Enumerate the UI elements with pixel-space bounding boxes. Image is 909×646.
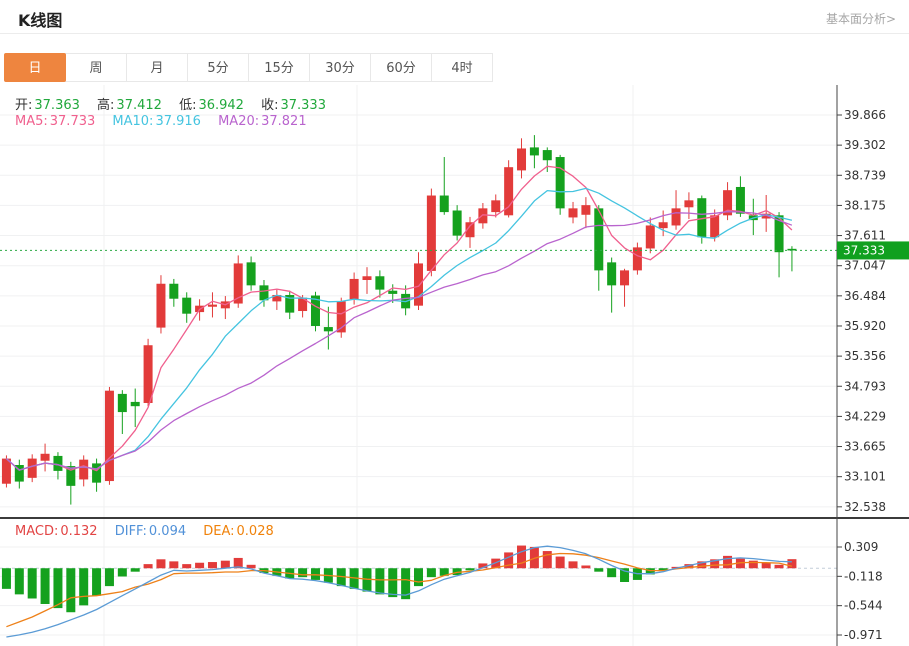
close-item: 收: 37.333 — [261, 98, 326, 113]
tab-5min[interactable]: 5分 — [187, 53, 249, 82]
svg-text:39.302: 39.302 — [844, 138, 886, 152]
svg-text:37.047: 37.047 — [844, 259, 886, 273]
ma5-value: 37.733 — [49, 114, 96, 129]
macd-legend: MACD: 0.132 DIFF: 0.094 DEA: 0.028 — [15, 524, 287, 539]
svg-text:33.101: 33.101 — [844, 470, 886, 484]
low-value: 36.942 — [198, 98, 244, 113]
svg-text:32.538: 32.538 — [844, 500, 886, 514]
svg-text:35.356: 35.356 — [844, 349, 886, 363]
ma5-item: MA5: 37.733 — [15, 114, 95, 129]
svg-text:38.739: 38.739 — [844, 168, 886, 182]
macd-label: MACD: — [15, 524, 59, 539]
svg-text:37.333: 37.333 — [843, 243, 885, 257]
diff-item: DIFF: 0.094 — [115, 524, 186, 539]
open-value: 37.363 — [34, 98, 80, 113]
svg-text:37.611: 37.611 — [844, 229, 886, 243]
period-tabs: 日 周 月 5分 15分 30分 60分 4时 — [4, 53, 493, 82]
page-title: K线图 — [18, 11, 63, 30]
svg-text:34.229: 34.229 — [844, 409, 886, 423]
dea-value: 0.028 — [236, 524, 274, 539]
ohlc-legend: 开: 37.363 高: 37.412 低: 36.942 收: 37.333 — [15, 94, 339, 113]
svg-text:38.175: 38.175 — [844, 198, 886, 212]
ma20-item: MA20: 37.821 — [218, 114, 307, 129]
svg-text:-0.118: -0.118 — [844, 569, 883, 583]
diff-value: 0.094 — [148, 524, 187, 539]
svg-text:33.665: 33.665 — [844, 440, 886, 454]
header: K线图 基本面分析> — [0, 0, 909, 34]
diff-label: DIFF: — [114, 524, 147, 539]
tab-month[interactable]: 月 — [126, 53, 188, 82]
svg-text:-0.971: -0.971 — [844, 628, 883, 642]
tab-week[interactable]: 周 — [65, 53, 127, 82]
svg-text:-0.544: -0.544 — [844, 599, 883, 613]
ma10-label: MA10: — [112, 114, 154, 129]
ma10-value: 37.916 — [155, 114, 201, 129]
high-label: 高: — [97, 98, 115, 113]
open-item: 开: 37.363 — [15, 98, 80, 113]
svg-text:0.309: 0.309 — [844, 540, 878, 554]
close-value: 37.333 — [280, 98, 326, 113]
svg-text:34.793: 34.793 — [844, 379, 886, 393]
svg-text:36.484: 36.484 — [844, 289, 886, 303]
tab-30min[interactable]: 30分 — [309, 53, 371, 82]
low-label: 低: — [179, 98, 197, 113]
ma5-label: MA5: — [15, 114, 48, 129]
svg-text:39.866: 39.866 — [844, 108, 886, 122]
ma20-label: MA20: — [218, 114, 260, 129]
ma-legend: MA5: 37.733 MA10: 37.916 MA20: 37.821 — [15, 114, 320, 129]
high-value: 37.412 — [116, 98, 162, 113]
dea-label: DEA: — [203, 524, 235, 539]
dea-item: DEA: 0.028 — [203, 524, 274, 539]
tab-60min[interactable]: 60分 — [370, 53, 432, 82]
tab-day[interactable]: 日 — [4, 53, 66, 82]
ma20-value: 37.821 — [261, 114, 307, 129]
tab-15min[interactable]: 15分 — [248, 53, 310, 82]
macd-item: MACD: 0.132 — [15, 524, 98, 539]
low-item: 低: 36.942 — [179, 98, 244, 113]
close-label: 收: — [261, 98, 279, 113]
fundamental-analysis-link[interactable]: 基本面分析> — [825, 12, 896, 26]
candlestick-chart[interactable]: 39.866 39.302 38.739 38.175 37.611 37.047 36.4… — [0, 85, 909, 646]
high-item: 高: 37.412 — [97, 98, 162, 113]
open-label: 开: — [15, 98, 33, 113]
macd-value: 0.132 — [60, 524, 98, 539]
ma10-item: MA10: 37.916 — [112, 114, 201, 129]
tab-4hour[interactable]: 4时 — [431, 53, 493, 82]
svg-text:35.920: 35.920 — [844, 319, 886, 333]
